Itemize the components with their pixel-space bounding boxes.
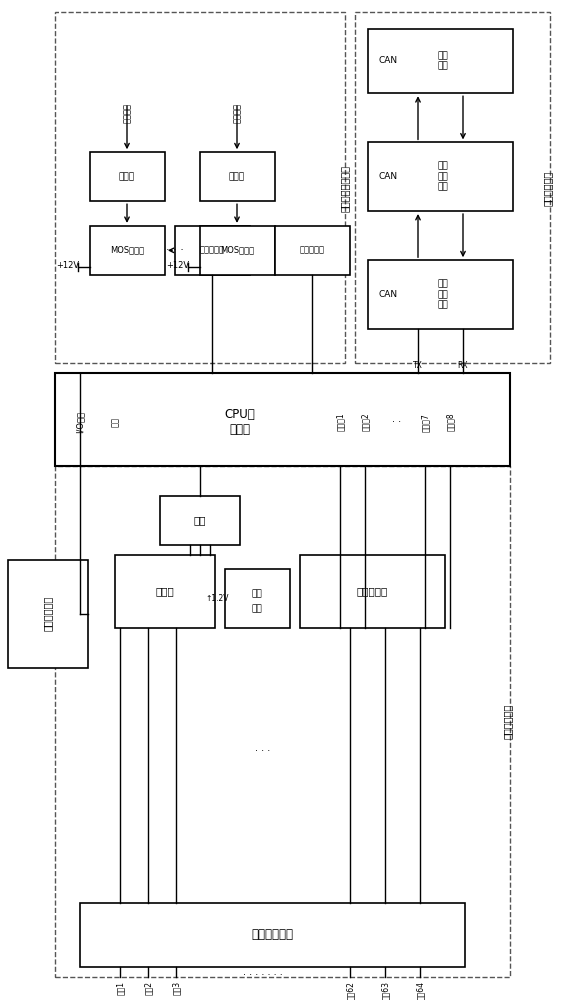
Text: 与门: 与门 xyxy=(194,515,206,525)
Text: 接线端子: 接线端子 xyxy=(122,103,132,123)
Bar xyxy=(275,226,350,275)
Bar xyxy=(80,903,465,967)
Text: 光电耦合器: 光电耦合器 xyxy=(299,246,324,255)
Text: +12V: +12V xyxy=(57,261,79,270)
Bar xyxy=(368,142,513,211)
Bar xyxy=(8,560,88,668)
Bar xyxy=(115,555,215,628)
Text: 通道63: 通道63 xyxy=(380,981,390,1000)
Text: 点火通道控制电路: 点火通道控制电路 xyxy=(340,165,350,212)
Text: · · · · · · ·: · · · · · · · xyxy=(243,970,283,980)
Text: +12V: +12V xyxy=(167,261,189,270)
Text: 通信接口电路: 通信接口电路 xyxy=(543,171,553,206)
Text: TX: TX xyxy=(413,361,423,370)
Text: · · ·: · · · xyxy=(166,245,184,255)
Text: CAN: CAN xyxy=(378,172,397,181)
Text: 比较器: 比较器 xyxy=(155,586,175,596)
Text: MOS开关管: MOS开关管 xyxy=(110,246,144,255)
Bar xyxy=(200,226,275,275)
Text: · ·: · · xyxy=(392,417,401,427)
Text: 人机交互界面: 人机交互界面 xyxy=(43,596,53,631)
Bar xyxy=(200,152,275,201)
Text: 通道3: 通道3 xyxy=(171,981,180,995)
Bar xyxy=(55,373,510,466)
Bar xyxy=(90,226,165,275)
Text: 接线端子: 接线端子 xyxy=(232,103,242,123)
Bar xyxy=(300,555,445,628)
Text: 接口
单元: 接口 单元 xyxy=(438,51,448,71)
Text: RX: RX xyxy=(458,361,468,370)
Text: I/O接口: I/O接口 xyxy=(75,411,84,433)
Text: 接口
保护
单元: 接口 保护 单元 xyxy=(438,162,448,192)
Bar xyxy=(160,496,240,545)
Text: 中断: 中断 xyxy=(111,417,120,427)
Text: 通道64: 通道64 xyxy=(416,981,425,1000)
Text: 通道1: 通道1 xyxy=(116,981,125,995)
Bar xyxy=(355,12,550,363)
Text: 二极管: 二极管 xyxy=(229,172,245,181)
Text: 多路模拟电路: 多路模拟电路 xyxy=(251,928,293,941)
Bar xyxy=(225,569,290,628)
Text: CAN: CAN xyxy=(378,290,397,299)
Text: 基准: 基准 xyxy=(252,589,263,598)
Bar xyxy=(368,260,513,329)
Text: 地址线7: 地址线7 xyxy=(421,413,429,432)
Text: 地址线8: 地址线8 xyxy=(446,413,455,431)
Text: CAN: CAN xyxy=(378,56,397,65)
Text: 地址线2: 地址线2 xyxy=(361,413,370,431)
Text: 通道2: 通道2 xyxy=(143,981,153,995)
Bar xyxy=(175,226,250,275)
Text: 通道62: 通道62 xyxy=(345,981,354,1000)
Text: MOS开关管: MOS开关管 xyxy=(220,246,254,255)
Text: CPU处
理电路: CPU处 理电路 xyxy=(225,408,255,436)
Bar xyxy=(368,29,513,93)
Bar xyxy=(90,152,165,201)
Text: 电平
转换
单元: 电平 转换 单元 xyxy=(438,280,448,309)
Text: 光电耦合器: 光电耦合器 xyxy=(200,246,225,255)
Bar xyxy=(55,12,345,363)
Text: 地址线1: 地址线1 xyxy=(336,413,345,431)
Bar xyxy=(55,466,510,977)
Text: ↑1.2V: ↑1.2V xyxy=(205,594,229,603)
Text: 二极管: 二极管 xyxy=(119,172,135,181)
Text: 通道采集电路: 通道采集电路 xyxy=(503,704,513,739)
Text: 电源: 电源 xyxy=(252,604,263,613)
Text: · · ·: · · · xyxy=(255,746,270,756)
Text: 电平转换路: 电平转换路 xyxy=(357,586,388,596)
